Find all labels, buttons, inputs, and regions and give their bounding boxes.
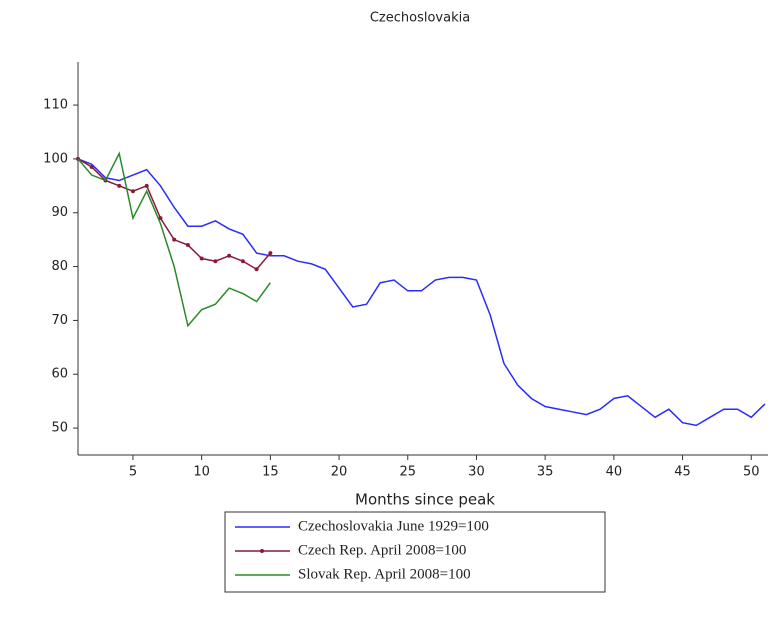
point [185, 243, 190, 248]
x-tick-label: 5 [129, 465, 137, 480]
legend-label: Czechoslovakia June 1929=100 [298, 518, 489, 534]
x-tick-label: 50 [743, 465, 760, 480]
legend-label: Czech Rep. April 2008=100 [298, 542, 466, 558]
x-tick-label: 10 [193, 465, 210, 480]
point [240, 259, 245, 264]
legend-label: Slovak Rep. April 2008=100 [298, 566, 471, 582]
x-tick-label: 30 [468, 465, 485, 480]
x-axis-label: Months since peak [355, 491, 495, 509]
legend-box [224, 511, 606, 593]
chart-title: Czechoslovakia [370, 11, 470, 26]
y-tick-label: 110 [43, 98, 68, 113]
y-tick-label: 90 [51, 205, 68, 220]
x-tick-label: 45 [674, 465, 691, 480]
point [254, 267, 259, 272]
point [172, 237, 177, 242]
y-tick-label: 70 [51, 313, 68, 328]
series-line [77, 158, 271, 271]
point [213, 259, 218, 264]
y-tick-label: 100 [43, 151, 68, 166]
x-tick-label: 35 [537, 465, 554, 480]
point [227, 253, 232, 258]
series-line [77, 151, 271, 328]
point [268, 251, 273, 256]
series-line [77, 158, 766, 427]
point [199, 256, 204, 261]
y-tick-label: 60 [51, 367, 68, 382]
point [117, 183, 122, 188]
x-tick-label: 40 [606, 465, 623, 480]
x-tick-label: 20 [331, 465, 348, 480]
y-tick-label: 50 [51, 421, 68, 436]
x-tick-label: 25 [399, 465, 416, 480]
point [144, 183, 149, 188]
legend-marker [260, 549, 264, 553]
y-tick-label: 80 [51, 259, 68, 274]
x-tick-label: 15 [262, 465, 279, 480]
point [158, 216, 163, 221]
point [130, 189, 135, 194]
point [89, 164, 94, 169]
